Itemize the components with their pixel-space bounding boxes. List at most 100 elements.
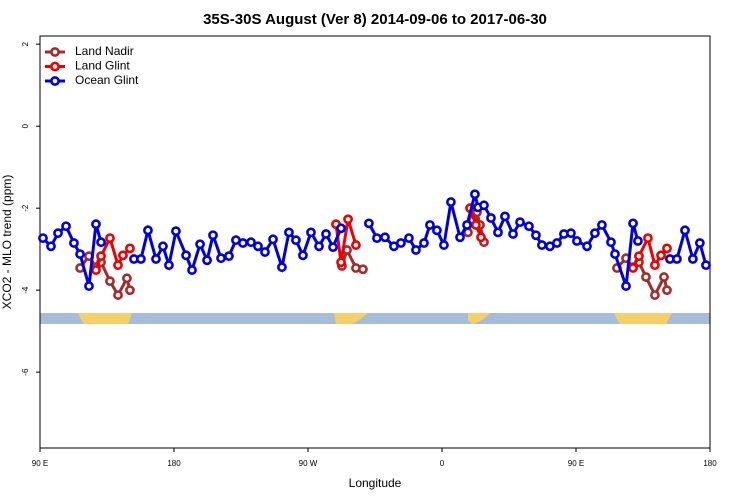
- point: [195, 239, 205, 250]
- point: [105, 233, 115, 244]
- point: [84, 281, 94, 291]
- point: [531, 230, 541, 241]
- point: [471, 220, 481, 230]
- point: [552, 238, 562, 248]
- y-tick-label: 0: [21, 123, 30, 128]
- point: [634, 251, 644, 262]
- point: [321, 229, 331, 239]
- point: [610, 249, 620, 259]
- point: [246, 237, 256, 248]
- point: [314, 241, 324, 252]
- x-tick-label: 90 W: [299, 459, 318, 468]
- point: [597, 220, 607, 230]
- point: [396, 238, 406, 248]
- point: [69, 238, 79, 248]
- point: [253, 241, 263, 252]
- point: [566, 228, 576, 239]
- chart-title: 35S-30S August (Ver 8) 2014-09-06 to 201…: [203, 11, 547, 28]
- y-tick-label: -2: [21, 204, 30, 212]
- legend-label: Land Glint: [75, 59, 130, 73]
- point: [662, 243, 672, 254]
- point: [694, 238, 705, 248]
- point: [224, 251, 234, 262]
- point: [328, 242, 338, 253]
- point: [216, 253, 226, 264]
- point: [181, 250, 191, 261]
- land-strip: [40, 313, 710, 324]
- point: [306, 227, 316, 238]
- point: [105, 276, 115, 287]
- point: [687, 254, 698, 264]
- land: [468, 313, 490, 324]
- x-axis-label: Longitude: [349, 476, 402, 490]
- point: [500, 211, 510, 222]
- land: [614, 313, 672, 324]
- point: [476, 232, 486, 243]
- point: [680, 225, 690, 236]
- point: [143, 225, 153, 236]
- point: [343, 214, 353, 225]
- point: [701, 260, 711, 271]
- point: [656, 250, 666, 261]
- point: [208, 230, 218, 241]
- point: [628, 218, 638, 229]
- point: [446, 197, 456, 207]
- ocean-band: [40, 313, 710, 324]
- point: [643, 233, 653, 244]
- point: [291, 235, 301, 246]
- point: [633, 236, 643, 246]
- point: [113, 260, 123, 271]
- point: [298, 250, 308, 261]
- legend-marker: [50, 61, 60, 72]
- point: [659, 272, 669, 282]
- point: [363, 218, 374, 229]
- point: [590, 228, 600, 239]
- point: [171, 226, 181, 237]
- x-tick-label: 90 E: [568, 459, 584, 468]
- point: [75, 249, 85, 259]
- point: [336, 223, 346, 234]
- point: [628, 263, 638, 273]
- point: [151, 254, 161, 264]
- point: [662, 285, 672, 296]
- point: [404, 233, 414, 244]
- point: [125, 243, 135, 254]
- point: [432, 225, 442, 236]
- point: [122, 273, 132, 284]
- point: [260, 247, 270, 257]
- point: [113, 290, 123, 300]
- x-tick-label: 180: [703, 459, 717, 468]
- point: [336, 257, 346, 268]
- y-tick-label: -6: [21, 368, 30, 376]
- point: [524, 221, 534, 232]
- point: [53, 228, 63, 239]
- point: [125, 285, 135, 296]
- point: [672, 254, 682, 264]
- point: [202, 255, 212, 266]
- point: [158, 241, 168, 252]
- x-tick-label: 180: [167, 459, 181, 468]
- y-tick-label: -4: [21, 286, 30, 294]
- point: [380, 232, 390, 243]
- point: [582, 241, 592, 252]
- point: [136, 254, 146, 264]
- point: [455, 232, 465, 243]
- point: [91, 265, 101, 275]
- point: [46, 241, 56, 252]
- point: [493, 227, 503, 238]
- plot-frame: [39, 35, 711, 449]
- point: [479, 200, 489, 211]
- point: [164, 260, 174, 271]
- point: [118, 250, 128, 261]
- point: [486, 213, 496, 223]
- point: [96, 251, 106, 262]
- series-line: [78, 207, 669, 299]
- legend-marker: [50, 76, 60, 86]
- point: [515, 217, 525, 228]
- point: [571, 236, 582, 246]
- point: [462, 220, 472, 230]
- point: [508, 229, 518, 239]
- point: [411, 245, 421, 255]
- y-tick-label: 2: [21, 41, 30, 46]
